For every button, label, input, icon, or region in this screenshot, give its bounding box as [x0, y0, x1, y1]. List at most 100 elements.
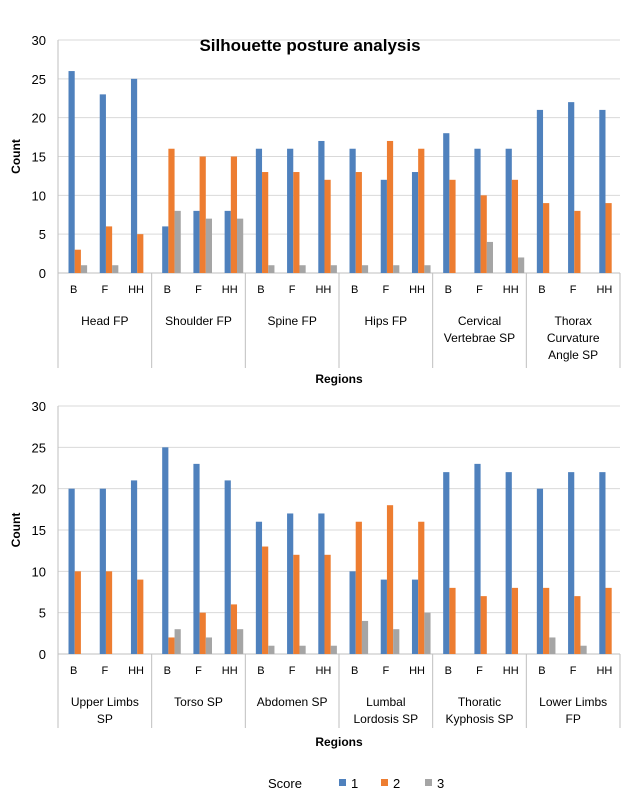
bar-b-score-1 [68, 488, 75, 654]
bar-f-score-1 [193, 210, 200, 273]
bar-hh-score-1 [599, 472, 606, 654]
group-label: Shoulder FP [165, 314, 232, 328]
bar-b-score-2 [74, 571, 81, 654]
bar-f-score-3 [205, 637, 212, 654]
bar-hh-score-2 [511, 179, 519, 273]
category-tick-label: B [257, 284, 264, 296]
y-tick-label: 15 [32, 523, 46, 538]
bar-b-score-3 [549, 637, 556, 654]
bar-b-score-1 [255, 148, 263, 273]
bar-hh-score-3 [424, 612, 431, 654]
category-tick-label: HH [409, 665, 425, 677]
bar-hh-score-1 [411, 579, 419, 654]
bar-b-score-2 [543, 203, 550, 273]
bar-hh-score-1 [224, 480, 231, 654]
bar-hh-score-1 [411, 172, 419, 273]
category-tick-label: HH [596, 665, 612, 677]
x-axis-title: Regions [315, 372, 363, 386]
group-label: Hips FP [364, 314, 407, 328]
category-tick-label: HH [596, 284, 612, 296]
category-tick-label: B [164, 284, 171, 296]
bar-f-score-3 [112, 265, 119, 273]
bar-b-score-1 [443, 472, 450, 654]
bar-b-score-1 [68, 71, 75, 273]
category-tick-label: B [164, 665, 171, 677]
bar-hh-score-1 [224, 210, 231, 273]
category-tick-label: HH [128, 284, 144, 296]
category-tick-label: F [570, 284, 577, 296]
bar-f-score-2 [293, 554, 300, 654]
bar-hh-score-1 [599, 109, 606, 274]
y-tick-label: 20 [32, 482, 46, 497]
bar-b-score-1 [443, 133, 450, 273]
category-tick-label: HH [315, 284, 331, 296]
category-tick-label: F [195, 284, 202, 296]
bar-f-score-1 [99, 94, 106, 273]
bar-b-score-3 [174, 210, 181, 273]
bar-f-score-2 [480, 596, 487, 654]
category-tick-label: F [195, 665, 202, 677]
bar-hh-score-2 [605, 587, 612, 654]
group-label: Thoratic [458, 695, 501, 709]
category-tick-label: F [476, 284, 483, 296]
bar-hh-score-1 [130, 78, 138, 273]
bar-f-score-1 [568, 472, 575, 654]
legend-label-3: 3 [437, 776, 444, 791]
bar-f-score-1 [287, 513, 294, 654]
bar-b-score-1 [162, 226, 169, 273]
bar-f-score-1 [99, 488, 106, 654]
y-tick-label: 0 [39, 647, 46, 662]
group-label: Spine FP [267, 314, 316, 328]
bar-f-score-2 [574, 596, 581, 654]
bar-hh-score-1 [318, 513, 325, 654]
category-tick-label: F [289, 284, 296, 296]
bar-hh-score-1 [318, 140, 325, 273]
y-tick-label: 5 [39, 227, 46, 242]
group-label: Torso SP [174, 695, 223, 709]
bar-hh-score-3 [518, 257, 525, 273]
category-tick-label: F [382, 665, 389, 677]
bar-f-score-2 [574, 210, 581, 273]
y-tick-label: 0 [39, 266, 46, 281]
category-tick-label: F [382, 284, 389, 296]
bar-b-score-2 [168, 148, 175, 273]
bar-hh-score-1 [130, 480, 138, 654]
y-tick-label: 15 [32, 150, 46, 165]
bar-hh-score-2 [511, 587, 519, 654]
bar-f-score-1 [380, 579, 387, 654]
bar-f-score-3 [580, 645, 587, 654]
category-tick-label: HH [222, 284, 238, 296]
bar-f-score-1 [474, 148, 481, 273]
bar-b-score-2 [355, 521, 362, 654]
chart-bottom: 0 5 10 15 20 25 30 Count B F HH Upper Limbs SP B F HH To… [9, 399, 621, 749]
bar-b-score-3 [268, 645, 275, 654]
bar-b-score-2 [168, 637, 175, 654]
bar-f-score-2 [105, 226, 113, 273]
bar-f-score-3 [299, 645, 306, 654]
bar-hh-score-2 [137, 234, 144, 273]
bar-b-score-3 [361, 620, 369, 654]
bar-f-score-3 [393, 629, 400, 654]
bar-b-score-3 [80, 265, 88, 273]
y-tick-label: 30 [32, 399, 46, 414]
legend-swatch-1 [339, 779, 346, 786]
y-tick-label: 5 [39, 606, 46, 621]
category-tick-label: HH [503, 284, 519, 296]
category-tick-label: B [70, 665, 77, 677]
group-label: Thorax [554, 314, 591, 328]
bar-hh-score-2 [418, 521, 425, 654]
bar-f-score-2 [386, 505, 394, 654]
bar-b-score-2 [262, 546, 269, 654]
legend-title: Score [268, 776, 302, 791]
bar-b-score-2 [74, 249, 81, 273]
category-tick-label: B [257, 665, 264, 677]
category-tick-label: F [476, 665, 483, 677]
category-tick-label: B [445, 665, 452, 677]
bar-f-score-2 [105, 571, 113, 654]
bar-b-score-1 [349, 571, 356, 654]
bar-f-score-3 [205, 218, 212, 273]
category-tick-label: B [70, 284, 77, 296]
bar-b-score-3 [361, 265, 369, 273]
group-label: Lower Limbs [539, 695, 607, 709]
